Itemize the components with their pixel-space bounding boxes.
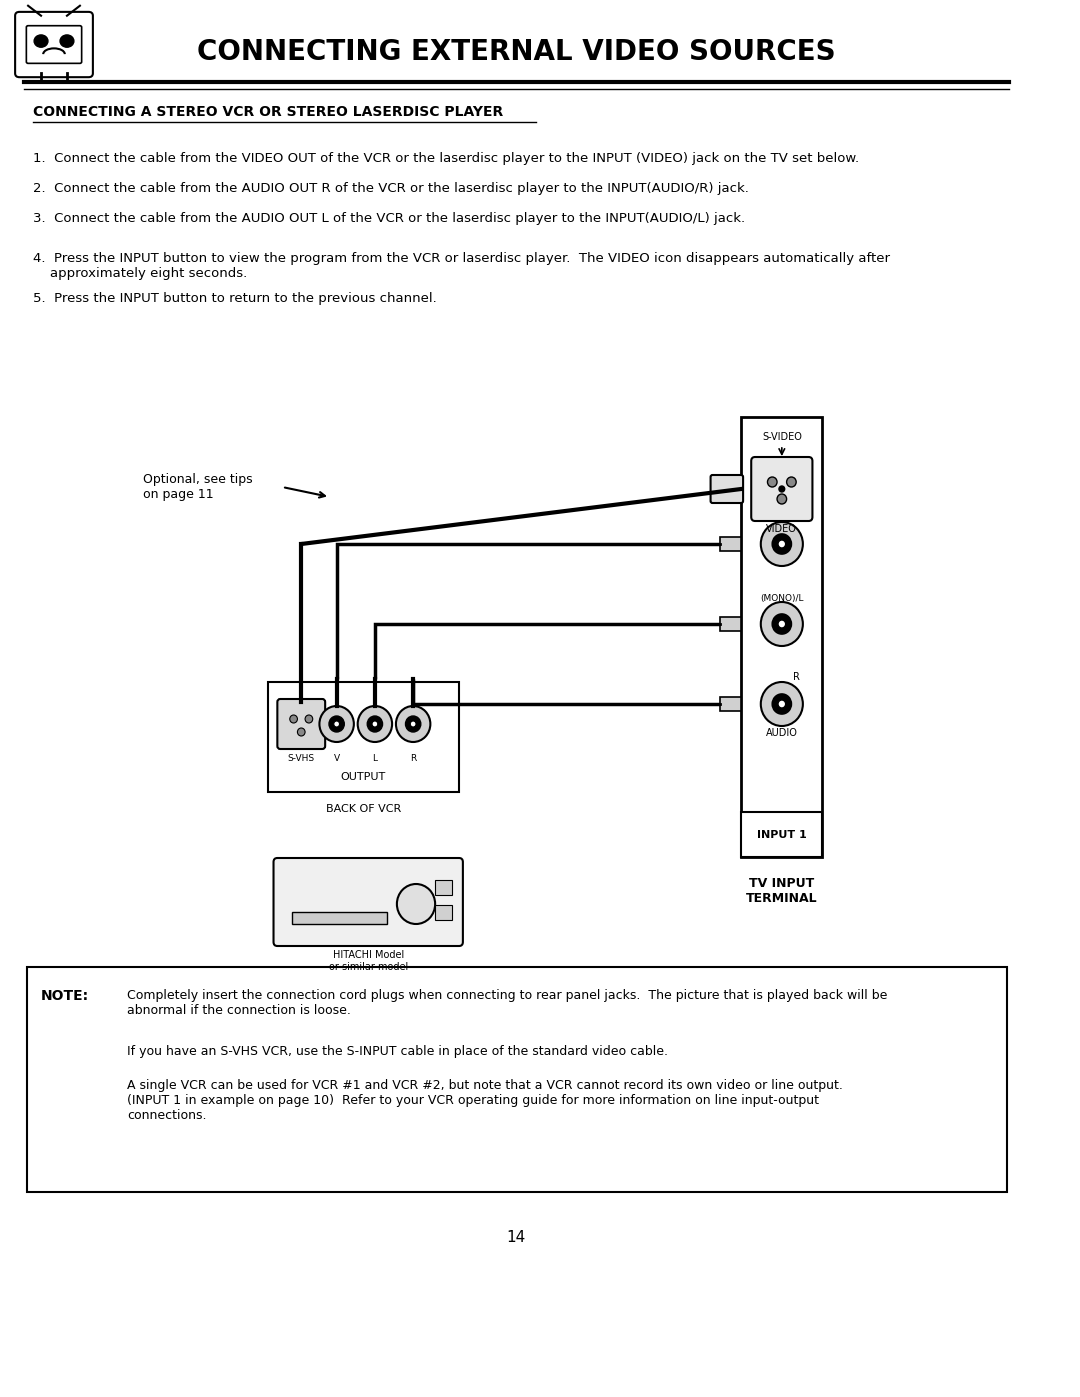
Text: If you have an S-VHS VCR, use the S-INPUT cable in place of the standard video c: If you have an S-VHS VCR, use the S-INPU… bbox=[127, 1045, 669, 1058]
Circle shape bbox=[297, 728, 305, 736]
Text: OUTPUT: OUTPUT bbox=[341, 773, 386, 782]
Circle shape bbox=[772, 694, 792, 714]
Text: V: V bbox=[334, 754, 340, 763]
Circle shape bbox=[396, 705, 430, 742]
FancyBboxPatch shape bbox=[711, 475, 743, 503]
Bar bbox=[720, 536, 741, 550]
Text: 5.  Press the INPUT button to return to the previous channel.: 5. Press the INPUT button to return to t… bbox=[33, 292, 437, 305]
Text: TV INPUT
TERMINAL: TV INPUT TERMINAL bbox=[746, 877, 818, 905]
Text: 3.  Connect the cable from the AUDIO OUT L of the VCR or the laserdisc player to: 3. Connect the cable from the AUDIO OUT … bbox=[33, 212, 745, 225]
Text: L: L bbox=[373, 754, 377, 763]
Bar bbox=[27, 967, 1007, 1192]
Circle shape bbox=[35, 35, 48, 47]
Text: AUDIO: AUDIO bbox=[766, 728, 798, 738]
Bar bbox=[741, 812, 823, 856]
Text: Completely insert the connection cord plugs when connecting to rear panel jacks.: Completely insert the connection cord pl… bbox=[127, 989, 888, 1017]
Text: R: R bbox=[793, 672, 799, 682]
Text: 2.  Connect the cable from the AUDIO OUT R of the VCR or the laserdisc player to: 2. Connect the cable from the AUDIO OUT … bbox=[33, 182, 750, 196]
Circle shape bbox=[357, 705, 392, 742]
Text: HITACHI Model
or similar model: HITACHI Model or similar model bbox=[328, 950, 408, 971]
Circle shape bbox=[60, 35, 73, 47]
FancyBboxPatch shape bbox=[752, 457, 812, 521]
Circle shape bbox=[778, 541, 785, 548]
Text: S-VHS: S-VHS bbox=[287, 754, 314, 763]
Text: CONNECTING A STEREO VCR OR STEREO LASERDISC PLAYER: CONNECTING A STEREO VCR OR STEREO LASERD… bbox=[33, 105, 503, 119]
Circle shape bbox=[760, 522, 802, 566]
Bar bbox=[435, 905, 453, 921]
Text: A single VCR can be used for VCR #1 and VCR #2, but note that a VCR cannot recor: A single VCR can be used for VCR #1 and … bbox=[127, 1078, 843, 1122]
Text: BACK OF VCR: BACK OF VCR bbox=[326, 805, 401, 814]
Circle shape bbox=[305, 715, 313, 724]
Circle shape bbox=[777, 495, 786, 504]
Circle shape bbox=[334, 721, 339, 726]
Circle shape bbox=[768, 476, 777, 488]
Bar bbox=[720, 617, 741, 631]
Circle shape bbox=[772, 534, 792, 555]
Text: VIDEO: VIDEO bbox=[767, 524, 797, 534]
Text: 1.  Connect the cable from the VIDEO OUT of the VCR or the laserdisc player to t: 1. Connect the cable from the VIDEO OUT … bbox=[33, 152, 860, 165]
Text: NOTE:: NOTE: bbox=[41, 989, 90, 1003]
Circle shape bbox=[779, 486, 785, 492]
Circle shape bbox=[760, 602, 802, 645]
Text: (MONO)/L: (MONO)/L bbox=[760, 594, 804, 604]
Circle shape bbox=[786, 476, 796, 488]
FancyBboxPatch shape bbox=[273, 858, 463, 946]
Text: R: R bbox=[410, 754, 416, 763]
Text: CONNECTING EXTERNAL VIDEO SOURCES: CONNECTING EXTERNAL VIDEO SOURCES bbox=[198, 38, 836, 66]
Circle shape bbox=[772, 615, 792, 634]
FancyBboxPatch shape bbox=[15, 13, 93, 77]
Circle shape bbox=[329, 717, 345, 732]
Bar bbox=[435, 880, 453, 895]
Text: S-VIDEO: S-VIDEO bbox=[761, 432, 801, 441]
Circle shape bbox=[778, 620, 785, 629]
Text: INPUT 1: INPUT 1 bbox=[757, 830, 807, 840]
Bar bbox=[268, 682, 459, 792]
Circle shape bbox=[367, 717, 382, 732]
Circle shape bbox=[289, 715, 297, 724]
Circle shape bbox=[320, 705, 354, 742]
Circle shape bbox=[405, 717, 421, 732]
FancyBboxPatch shape bbox=[278, 698, 325, 749]
Circle shape bbox=[760, 682, 802, 726]
Circle shape bbox=[778, 700, 785, 708]
Text: 14: 14 bbox=[507, 1229, 526, 1245]
Circle shape bbox=[372, 721, 378, 726]
Bar bbox=[292, 912, 388, 923]
Circle shape bbox=[396, 884, 435, 923]
Bar bbox=[720, 697, 741, 711]
Text: 4.  Press the INPUT button to view the program from the VCR or laserdisc player.: 4. Press the INPUT button to view the pr… bbox=[33, 251, 891, 279]
Bar bbox=[741, 416, 823, 856]
Circle shape bbox=[410, 721, 416, 726]
FancyBboxPatch shape bbox=[26, 25, 82, 63]
Text: Optional, see tips
on page 11: Optional, see tips on page 11 bbox=[144, 474, 253, 502]
